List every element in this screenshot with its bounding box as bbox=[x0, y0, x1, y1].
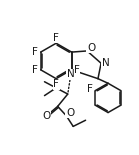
Text: F: F bbox=[32, 47, 37, 57]
Text: N: N bbox=[102, 58, 110, 68]
Text: O: O bbox=[43, 111, 51, 121]
Text: F: F bbox=[74, 65, 80, 75]
Text: F: F bbox=[87, 84, 93, 94]
Text: N: N bbox=[67, 69, 75, 79]
Text: O: O bbox=[87, 43, 95, 53]
Text: F: F bbox=[53, 33, 59, 43]
Text: F: F bbox=[53, 79, 59, 89]
Text: O: O bbox=[66, 108, 74, 117]
Text: F: F bbox=[32, 65, 37, 75]
